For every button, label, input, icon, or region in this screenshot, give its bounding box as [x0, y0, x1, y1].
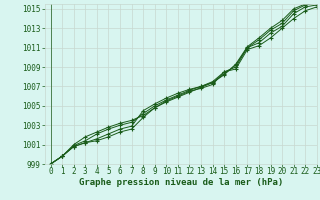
X-axis label: Graphe pression niveau de la mer (hPa): Graphe pression niveau de la mer (hPa) — [79, 178, 283, 187]
